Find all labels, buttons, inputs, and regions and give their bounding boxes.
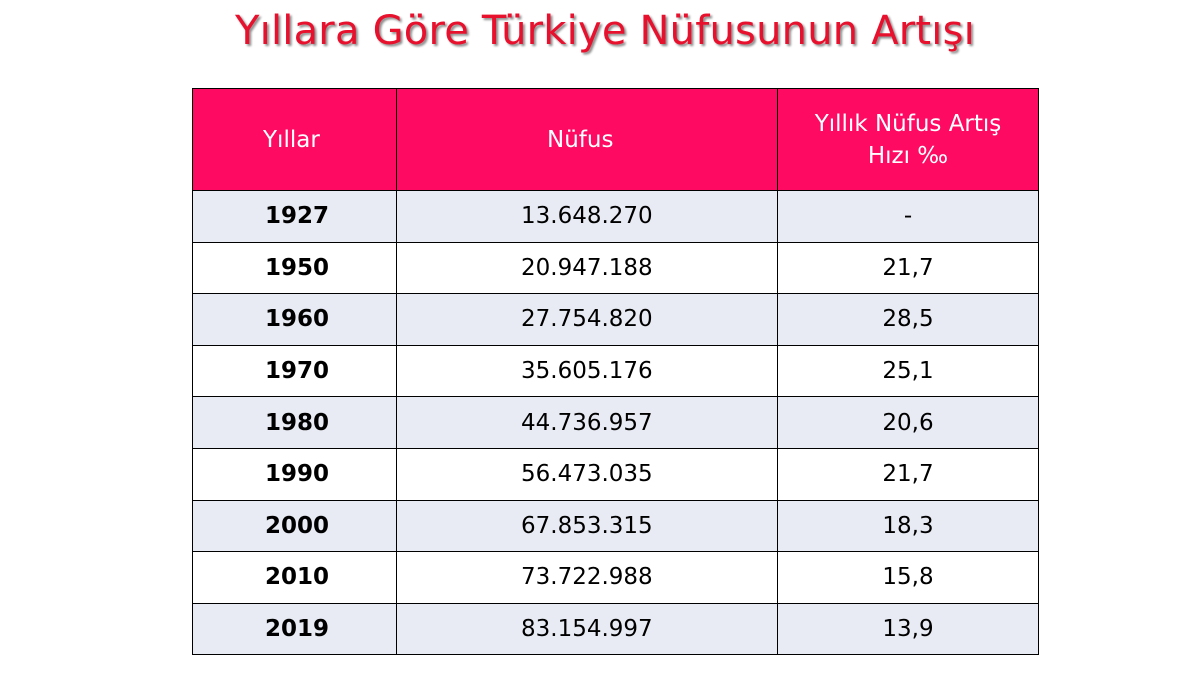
cell-population: 20.947.188 <box>396 241 778 295</box>
cell-year: 1950 <box>192 241 397 295</box>
cell-year: 1927 <box>192 190 397 243</box>
header-growth-rate-line2: Hızı ‰ <box>867 142 949 169</box>
cell-population: 27.754.820 <box>396 293 778 346</box>
table-row: 1960 27.754.820 28,5 <box>192 293 1039 346</box>
header-growth-rate: Yıllık Nüfus Artış Hızı ‰ <box>777 88 1039 191</box>
cell-population: 83.154.997 <box>396 602 778 656</box>
cell-year: 2010 <box>192 551 397 604</box>
table-row: 2019 83.154.997 13,9 <box>192 602 1039 656</box>
table-row: 1970 35.605.176 25,1 <box>192 344 1039 398</box>
cell-growth-rate: 28,5 <box>777 293 1039 346</box>
cell-growth-rate: 18,3 <box>777 499 1039 553</box>
cell-growth-rate: - <box>777 190 1039 243</box>
cell-year: 1990 <box>192 447 397 501</box>
table-header-row: Yıllar Nüfus Yıllık Nüfus Artış Hızı ‰ <box>192 88 1039 191</box>
cell-growth-rate: 13,9 <box>777 602 1039 656</box>
cell-population: 13.648.270 <box>396 190 778 243</box>
table-row: 1980 44.736.957 20,6 <box>192 396 1039 449</box>
cell-population: 56.473.035 <box>396 447 778 501</box>
header-years: Yıllar <box>192 88 397 191</box>
table-row: 1927 13.648.270 - <box>192 190 1039 243</box>
cell-population: 73.722.988 <box>396 551 778 604</box>
cell-growth-rate: 21,7 <box>777 241 1039 295</box>
header-population: Nüfus <box>396 88 778 191</box>
cell-growth-rate: 15,8 <box>777 551 1039 604</box>
header-growth-rate-line1: Yıllık Nüfus Artış <box>814 110 1002 137</box>
cell-population: 35.605.176 <box>396 344 778 398</box>
slide-title: Yıllara Göre Türkiye Nüfusunun Artışı <box>235 8 975 54</box>
table-row: 2000 67.853.315 18,3 <box>192 499 1039 553</box>
table-row: 1990 56.473.035 21,7 <box>192 447 1039 501</box>
cell-growth-rate: 20,6 <box>777 396 1039 449</box>
table-row: 1950 20.947.188 21,7 <box>192 241 1039 295</box>
cell-growth-rate: 21,7 <box>777 447 1039 501</box>
cell-population: 67.853.315 <box>396 499 778 553</box>
cell-year: 1980 <box>192 396 397 449</box>
cell-year: 2000 <box>192 499 397 553</box>
cell-year: 1960 <box>192 293 397 346</box>
table-row: 2010 73.722.988 15,8 <box>192 551 1039 604</box>
population-table: Yıllar Nüfus Yıllık Nüfus Artış Hızı ‰ 1… <box>192 88 1039 656</box>
cell-year: 2019 <box>192 602 397 656</box>
cell-year: 1970 <box>192 344 397 398</box>
cell-growth-rate: 25,1 <box>777 344 1039 398</box>
cell-population: 44.736.957 <box>396 396 778 449</box>
